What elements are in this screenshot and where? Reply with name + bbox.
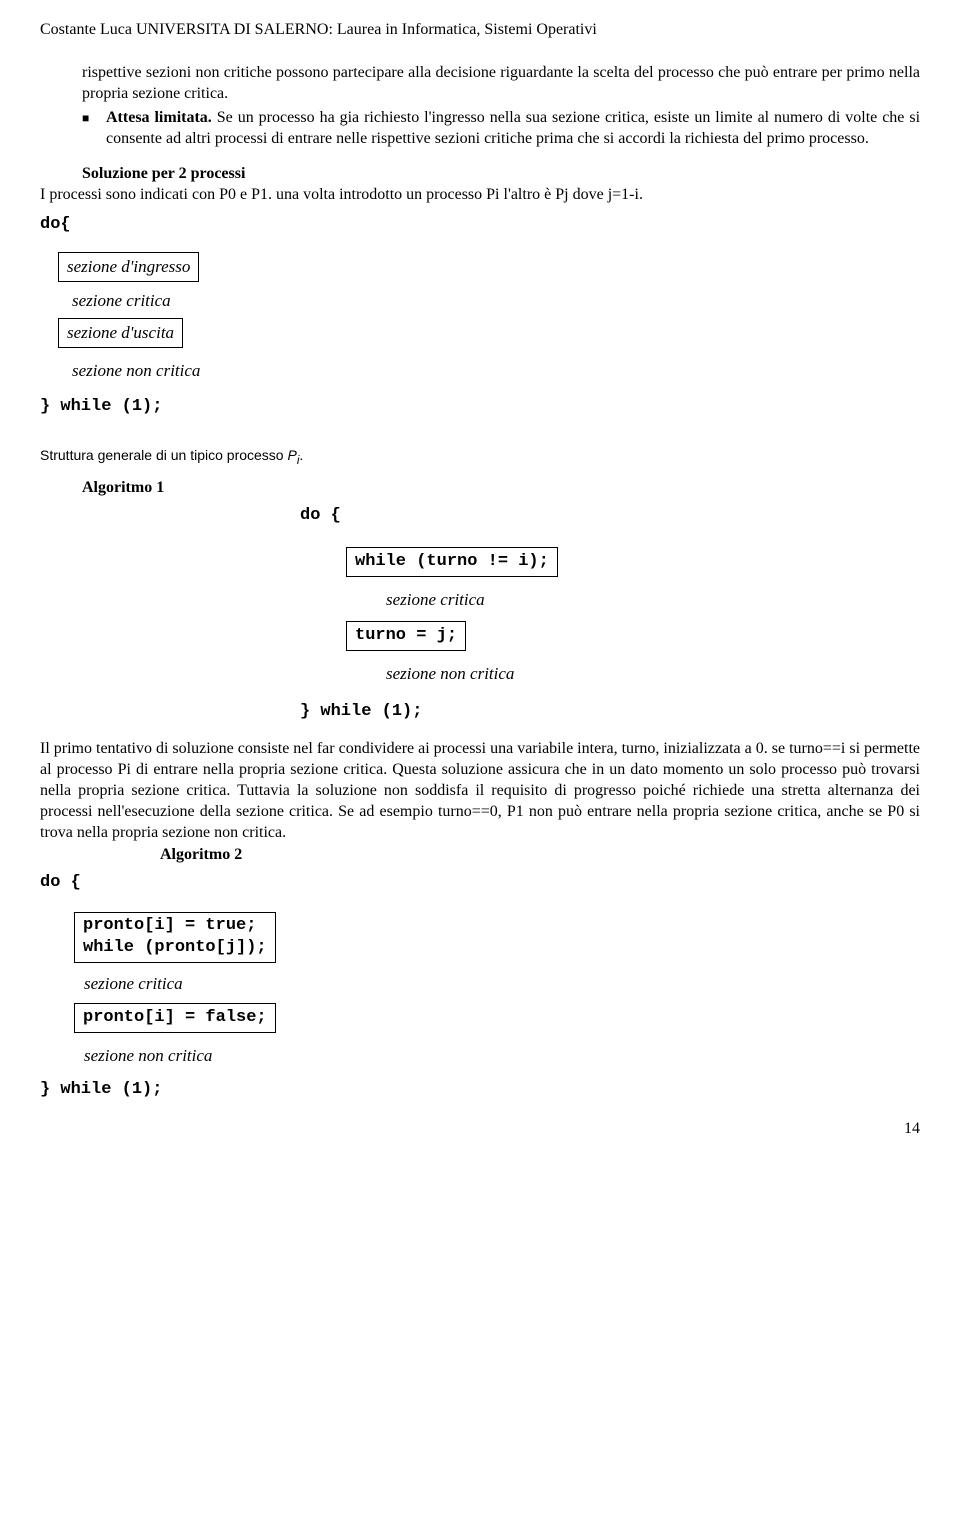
intro-paragraph: rispettive sezioni non critiche possono … xyxy=(82,63,920,105)
algo1-box2: turno = j; xyxy=(346,621,466,651)
algo1-box1: while (turno != i); xyxy=(346,547,558,577)
algo2-while: } while (1); xyxy=(40,1079,920,1101)
algo2-noncritica: sezione non critica xyxy=(84,1045,920,1067)
algo2-box1b: while (pronto[j]); xyxy=(83,937,267,959)
solution-title: Soluzione per 2 processi xyxy=(82,165,245,182)
algo1-paragraph: Il primo tentativo di soluzione consiste… xyxy=(40,739,920,843)
algo1-noncritica: sezione non critica xyxy=(386,663,920,685)
fig1-box-uscita: sezione d'uscita xyxy=(58,318,183,348)
page-number: 14 xyxy=(40,1119,920,1140)
algo2-title: Algoritmo 2 xyxy=(160,845,920,866)
bullet-text: Se un processo ha gia richiesto l'ingres… xyxy=(106,109,920,147)
fig1-noncritica: sezione non critica xyxy=(72,360,920,382)
algo1-while: } while (1); xyxy=(300,701,920,723)
algorithm-2: do { pronto[i] = true; while (pronto[j])… xyxy=(40,872,920,1101)
algo2-box1: pronto[i] = true; while (pronto[j]); xyxy=(74,912,276,962)
caption-text-a: Struttura generale di un tipico processo xyxy=(40,447,287,463)
page-header: Costante Luca UNIVERSITA DI SALERNO: Lau… xyxy=(40,20,920,41)
algorithm-1: do { while (turno != i); sezione critica… xyxy=(300,505,920,724)
algo1-critica: sezione critica xyxy=(386,589,920,611)
bullet-item: ■ Attesa limitata. Se un processo ha gia… xyxy=(82,108,920,150)
caption-text-b: P xyxy=(287,447,296,463)
bullet-bold: Attesa limitata. xyxy=(106,109,212,126)
algo2-do: do { xyxy=(40,872,920,894)
algo1-do: do { xyxy=(300,505,920,527)
figure-caption: Struttura generale di un tipico processo… xyxy=(40,446,920,468)
algo2-critica: sezione critica xyxy=(84,973,920,995)
fig1-critica: sezione critica xyxy=(72,290,920,312)
fig1-box-ingresso: sezione d'ingresso xyxy=(58,252,199,282)
bullet-marker: ■ xyxy=(82,108,106,150)
algo2-box1a: pronto[i] = true; xyxy=(83,915,267,937)
caption-text-d: . xyxy=(299,447,303,463)
fig1-do: do{ xyxy=(40,214,920,236)
algo1-title: Algoritmo 1 xyxy=(82,478,920,499)
algo2-box2: pronto[i] = false; xyxy=(74,1003,276,1033)
solution-text: I processi sono indicati con P0 e P1. un… xyxy=(40,185,920,206)
figure-1: do{ sezione d'ingresso sezione critica s… xyxy=(40,214,920,419)
fig1-while: } while (1); xyxy=(40,396,920,418)
